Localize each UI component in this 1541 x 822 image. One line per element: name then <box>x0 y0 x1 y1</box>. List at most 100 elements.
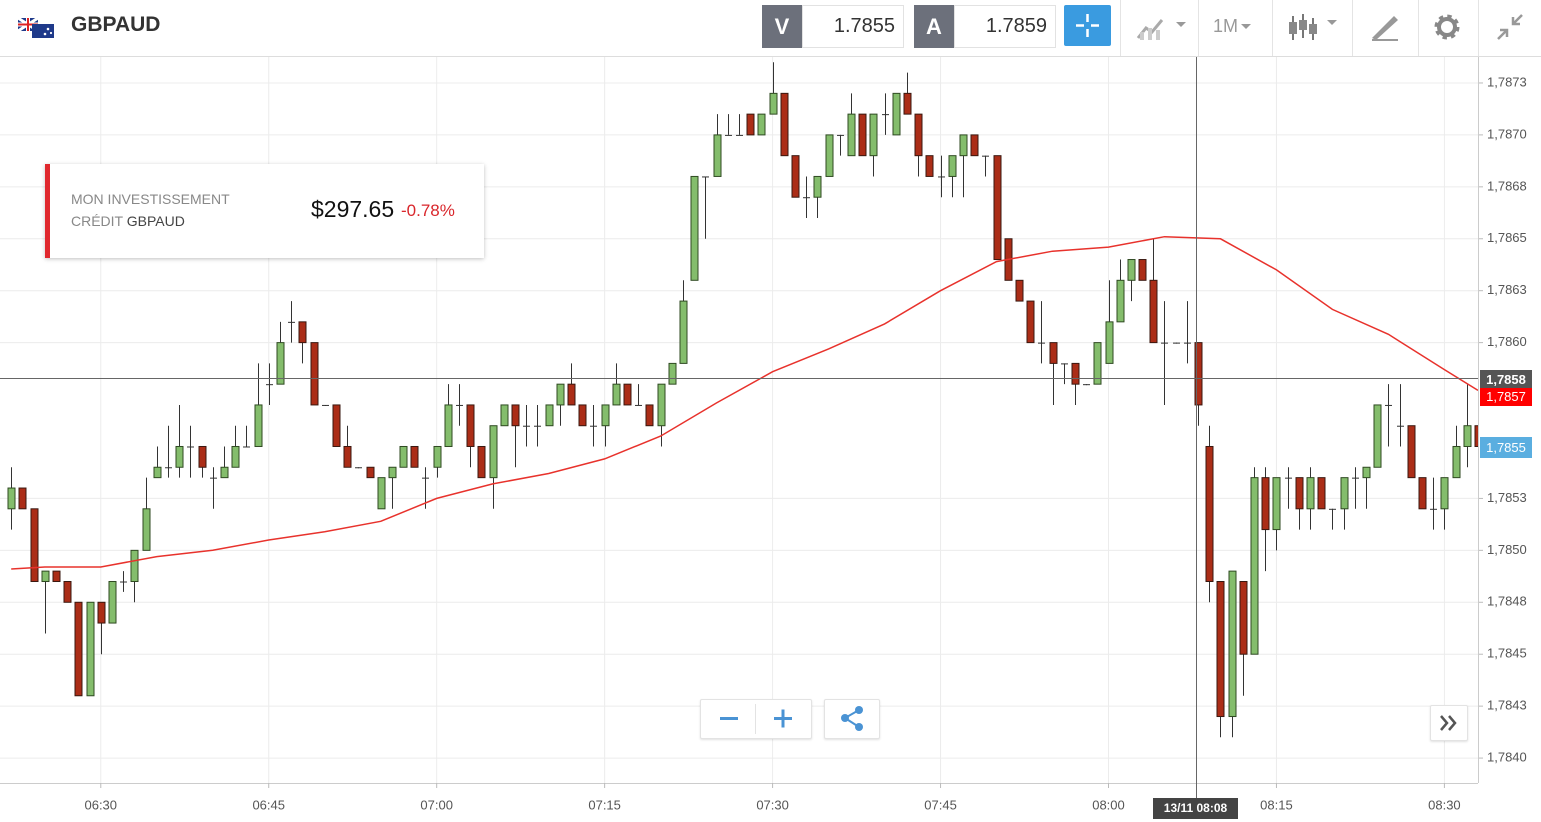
candle-body <box>914 113 923 157</box>
candle-body <box>690 175 699 281</box>
candle-body <box>500 404 509 427</box>
candle-body <box>578 404 587 427</box>
x-tick-label: 08:30 <box>1428 797 1461 812</box>
candle-body <box>925 155 934 177</box>
candle-body <box>601 404 610 427</box>
candle-body <box>1061 363 1068 365</box>
candle-body <box>1093 342 1102 385</box>
candle-body <box>410 445 419 468</box>
candle-body <box>1071 362 1080 385</box>
candle-body <box>254 404 263 447</box>
zoom-icons <box>720 704 792 734</box>
y-tick-label: 1,7840 <box>1487 750 1527 765</box>
candle-body <box>108 581 117 624</box>
share-button[interactable] <box>824 699 880 739</box>
candle-body <box>231 445 240 468</box>
candle-body <box>130 549 139 583</box>
candle-body <box>1205 445 1214 583</box>
candle-body <box>1463 425 1472 447</box>
sell-price[interactable]: 1.7855 <box>802 5 904 48</box>
candle-body <box>725 134 732 136</box>
candle-body <box>757 113 766 136</box>
buy-label[interactable]: A <box>914 5 954 48</box>
sell-price-text: 1.7855 <box>833 15 895 37</box>
x-tick-label: 07:00 <box>420 797 453 812</box>
candle-body <box>1194 342 1203 406</box>
moving-average <box>11 235 1478 570</box>
candle-body <box>1362 466 1371 479</box>
candle-body <box>825 134 834 177</box>
candle-body <box>702 176 709 178</box>
settings-button[interactable] <box>1432 12 1462 42</box>
candle-body <box>903 92 912 115</box>
drawing-button[interactable] <box>1370 12 1400 42</box>
candle-body <box>1083 384 1090 386</box>
candle-body <box>993 155 1002 261</box>
candle-body <box>153 466 162 479</box>
candle-body <box>1340 477 1349 510</box>
candle-body <box>1352 477 1359 479</box>
candle-body <box>938 176 945 178</box>
chart-type-button[interactable] <box>1136 14 1190 42</box>
y-tick-label: 1,7848 <box>1487 594 1527 609</box>
candle-body <box>266 384 273 386</box>
candle-body <box>97 601 106 624</box>
candle-body <box>322 404 329 406</box>
timeframe[interactable]: 1M <box>1213 16 1253 37</box>
candle-body <box>63 581 72 603</box>
y-tick-label: 1,7845 <box>1487 646 1527 661</box>
x-tick-label: 08:00 <box>1092 797 1125 812</box>
candle-body <box>1261 477 1270 531</box>
candle-body <box>355 467 362 469</box>
candle-body <box>165 467 172 469</box>
investment-card: MON INVESTISSEMENT CRÉDIT GBPAUD $297.65… <box>45 164 484 258</box>
candle-body <box>1049 342 1058 364</box>
investment-subtitle: CRÉDIT GBPAUD <box>71 213 185 229</box>
candle-body <box>175 445 184 468</box>
candle-style-button[interactable] <box>1288 12 1340 44</box>
candle-body <box>1228 570 1237 718</box>
candle-body <box>243 446 250 448</box>
candle-body <box>41 570 50 583</box>
y-tick-label: 1,7843 <box>1487 698 1527 713</box>
x-tick-label: 07:45 <box>924 797 957 812</box>
x-tick-label: 07:30 <box>756 797 789 812</box>
candle-body <box>276 342 285 385</box>
buy-price[interactable]: 1.7859 <box>954 5 1056 48</box>
buy-price-text: 1.7859 <box>985 15 1047 37</box>
candle-body <box>1015 279 1024 302</box>
sell-label[interactable]: V <box>762 5 802 48</box>
y-tick-label: 1,7868 <box>1487 178 1527 193</box>
y-tick-label: 1,7870 <box>1487 126 1527 141</box>
plot <box>7 62 1478 738</box>
candle-body <box>288 321 295 323</box>
candle-body <box>1474 425 1478 447</box>
candle-body <box>882 114 889 116</box>
crosshair-button[interactable] <box>1064 5 1111 46</box>
candle-body <box>433 445 442 468</box>
candle-body <box>847 113 856 157</box>
candle-body <box>590 425 597 427</box>
candle-body <box>343 445 352 468</box>
buy-price-tag: 1,7855 <box>1480 437 1532 458</box>
candle-body <box>948 155 957 177</box>
candle-body <box>556 383 565 406</box>
candle-body <box>332 404 341 447</box>
candle-body <box>456 404 463 406</box>
y-tick-label: 1,7873 <box>1487 74 1527 89</box>
scroll-right-button[interactable] <box>1430 705 1468 741</box>
candle-body <box>1250 477 1259 655</box>
y-tick-label: 1,7850 <box>1487 542 1527 557</box>
candle-body <box>466 404 475 447</box>
candle-body <box>511 404 520 427</box>
candle-body <box>837 134 844 136</box>
candle-body <box>1452 445 1461 479</box>
candle-body <box>1373 404 1382 468</box>
candle-body <box>858 113 867 157</box>
candle-body <box>366 466 375 479</box>
collapse-button[interactable] <box>1494 11 1526 43</box>
y-tick-label: 1,7853 <box>1487 490 1527 505</box>
candle-body <box>298 321 307 344</box>
candle-body <box>1285 477 1292 479</box>
x-tick-label: 07:15 <box>588 797 621 812</box>
